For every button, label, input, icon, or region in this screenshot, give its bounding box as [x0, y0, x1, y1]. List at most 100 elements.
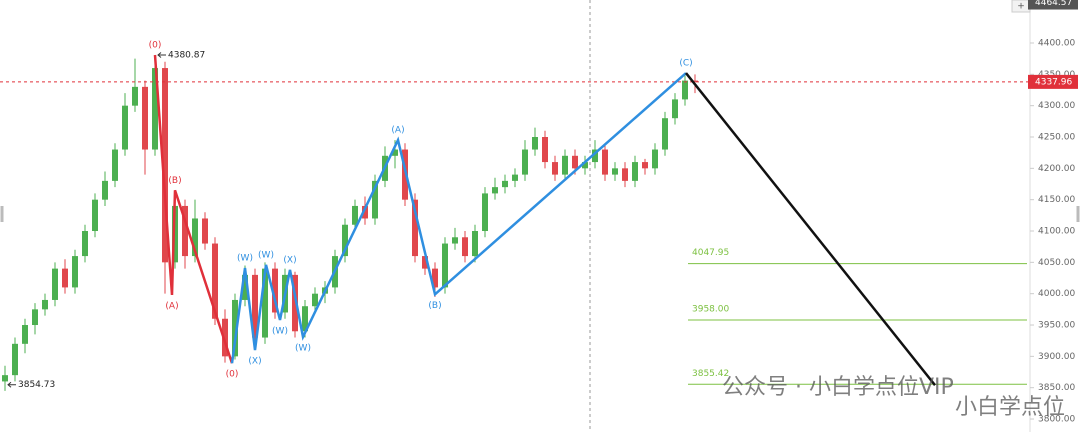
candle-body [52, 268, 58, 300]
candle-body [172, 205, 178, 263]
candle-body [642, 162, 648, 169]
candle-body [22, 325, 28, 344]
candle-body [462, 237, 468, 257]
candle-body [562, 155, 568, 175]
level-label: 3958.00 [692, 305, 729, 315]
y-tick-label: 4150.00 [1038, 195, 1075, 205]
candle-body [372, 180, 378, 219]
candle-body [2, 375, 8, 382]
y-tick-label: 3800.00 [1038, 415, 1075, 425]
candle-body [492, 187, 498, 194]
candle-body [392, 149, 398, 156]
y-tick-label: 4350.00 [1038, 70, 1075, 80]
candle-body [212, 243, 218, 319]
candle-body [612, 168, 618, 175]
candle-body [522, 149, 528, 175]
current-price-box [1028, 74, 1078, 89]
candle-body [602, 149, 608, 175]
candle-body [362, 205, 368, 219]
candle-body [312, 293, 318, 307]
wave-label: (B) [428, 301, 441, 311]
candle-body [222, 318, 228, 357]
candle-body [12, 343, 18, 376]
candle-body [122, 105, 128, 150]
wave-line [230, 72, 687, 364]
y-tick-label: 3900.00 [1038, 352, 1075, 362]
wave-label: (W) [272, 327, 288, 337]
y-tick-label: 3850.00 [1038, 383, 1075, 393]
y-tick-label: 4000.00 [1038, 289, 1075, 299]
candle-body [252, 274, 258, 338]
candle-body [302, 306, 308, 332]
candle-body [572, 155, 578, 169]
candle-body [532, 137, 538, 150]
candle-body [262, 268, 268, 338]
candle-body [442, 243, 448, 288]
candle-body [452, 237, 458, 244]
wave-label: (C) [679, 59, 692, 69]
marker-label: 4380.87 [168, 50, 205, 60]
candle-body [592, 149, 598, 163]
candle-body [182, 205, 188, 257]
marker-arrow [7, 381, 16, 388]
wave-line [685, 72, 936, 386]
candle-body [692, 80, 698, 82]
scroll-handles [0, 206, 1080, 222]
candle-body [682, 80, 688, 100]
candle-body [62, 268, 68, 288]
current-price-label: 4337.96 [1035, 77, 1072, 87]
candle-body [352, 205, 358, 225]
candle-body [472, 231, 478, 257]
candle-body [142, 86, 148, 150]
watermark: 小白学点位 [955, 395, 1065, 420]
candle-body [672, 99, 678, 119]
marker-label: 3854.73 [18, 380, 55, 390]
candle-body [42, 299, 48, 310]
candle-body [502, 180, 508, 188]
candle-body [632, 162, 638, 181]
candle-body [162, 68, 168, 263]
crosshair-price-box [1028, 0, 1078, 10]
candle-body [32, 309, 38, 326]
wave-label: (W) [295, 343, 311, 353]
candle-body [432, 268, 438, 288]
wave-label: (X) [248, 357, 261, 367]
candle-body [192, 218, 198, 257]
y-tick-label: 4300.00 [1038, 101, 1075, 111]
add-icon: + [1017, 2, 1025, 12]
candle-body [132, 86, 138, 106]
level-label: 3855.42 [692, 369, 729, 379]
candle-body [102, 180, 108, 200]
candle-body [92, 199, 98, 232]
y-tick-label: 4050.00 [1038, 258, 1075, 268]
crosshair-price-label: 4464.57 [1035, 0, 1072, 8]
candle-body [342, 224, 348, 257]
wave-label: (X) [283, 255, 296, 265]
y-tick-label: 3950.00 [1038, 321, 1075, 331]
candle-body [422, 256, 428, 269]
marker-arrow [157, 52, 166, 58]
y-tick-label: 4250.00 [1038, 133, 1075, 143]
candle-body [662, 118, 668, 150]
watermark: 公众号 · 小白学点位VIP [722, 375, 954, 400]
y-tick-label: 4400.00 [1038, 38, 1075, 48]
candle-body [232, 299, 238, 357]
candle-body [552, 162, 558, 175]
candle-body [242, 274, 248, 300]
candle-body [622, 168, 628, 181]
candle-body [72, 256, 78, 288]
y-tick-label: 4100.00 [1038, 227, 1075, 237]
wave-label: (0) [226, 370, 239, 380]
candle-body [82, 231, 88, 257]
wave-label: (W) [237, 253, 253, 263]
candle-body [292, 274, 298, 332]
candle-body [412, 199, 418, 257]
candle-body [582, 162, 588, 169]
wave-label: (0) [149, 40, 162, 50]
level-label: 4047.95 [692, 248, 729, 258]
candle-body [482, 193, 488, 232]
candle-body [152, 68, 158, 150]
wave-label: (A) [165, 301, 178, 311]
candle-body [202, 218, 208, 244]
wave-label: (W) [258, 250, 274, 260]
